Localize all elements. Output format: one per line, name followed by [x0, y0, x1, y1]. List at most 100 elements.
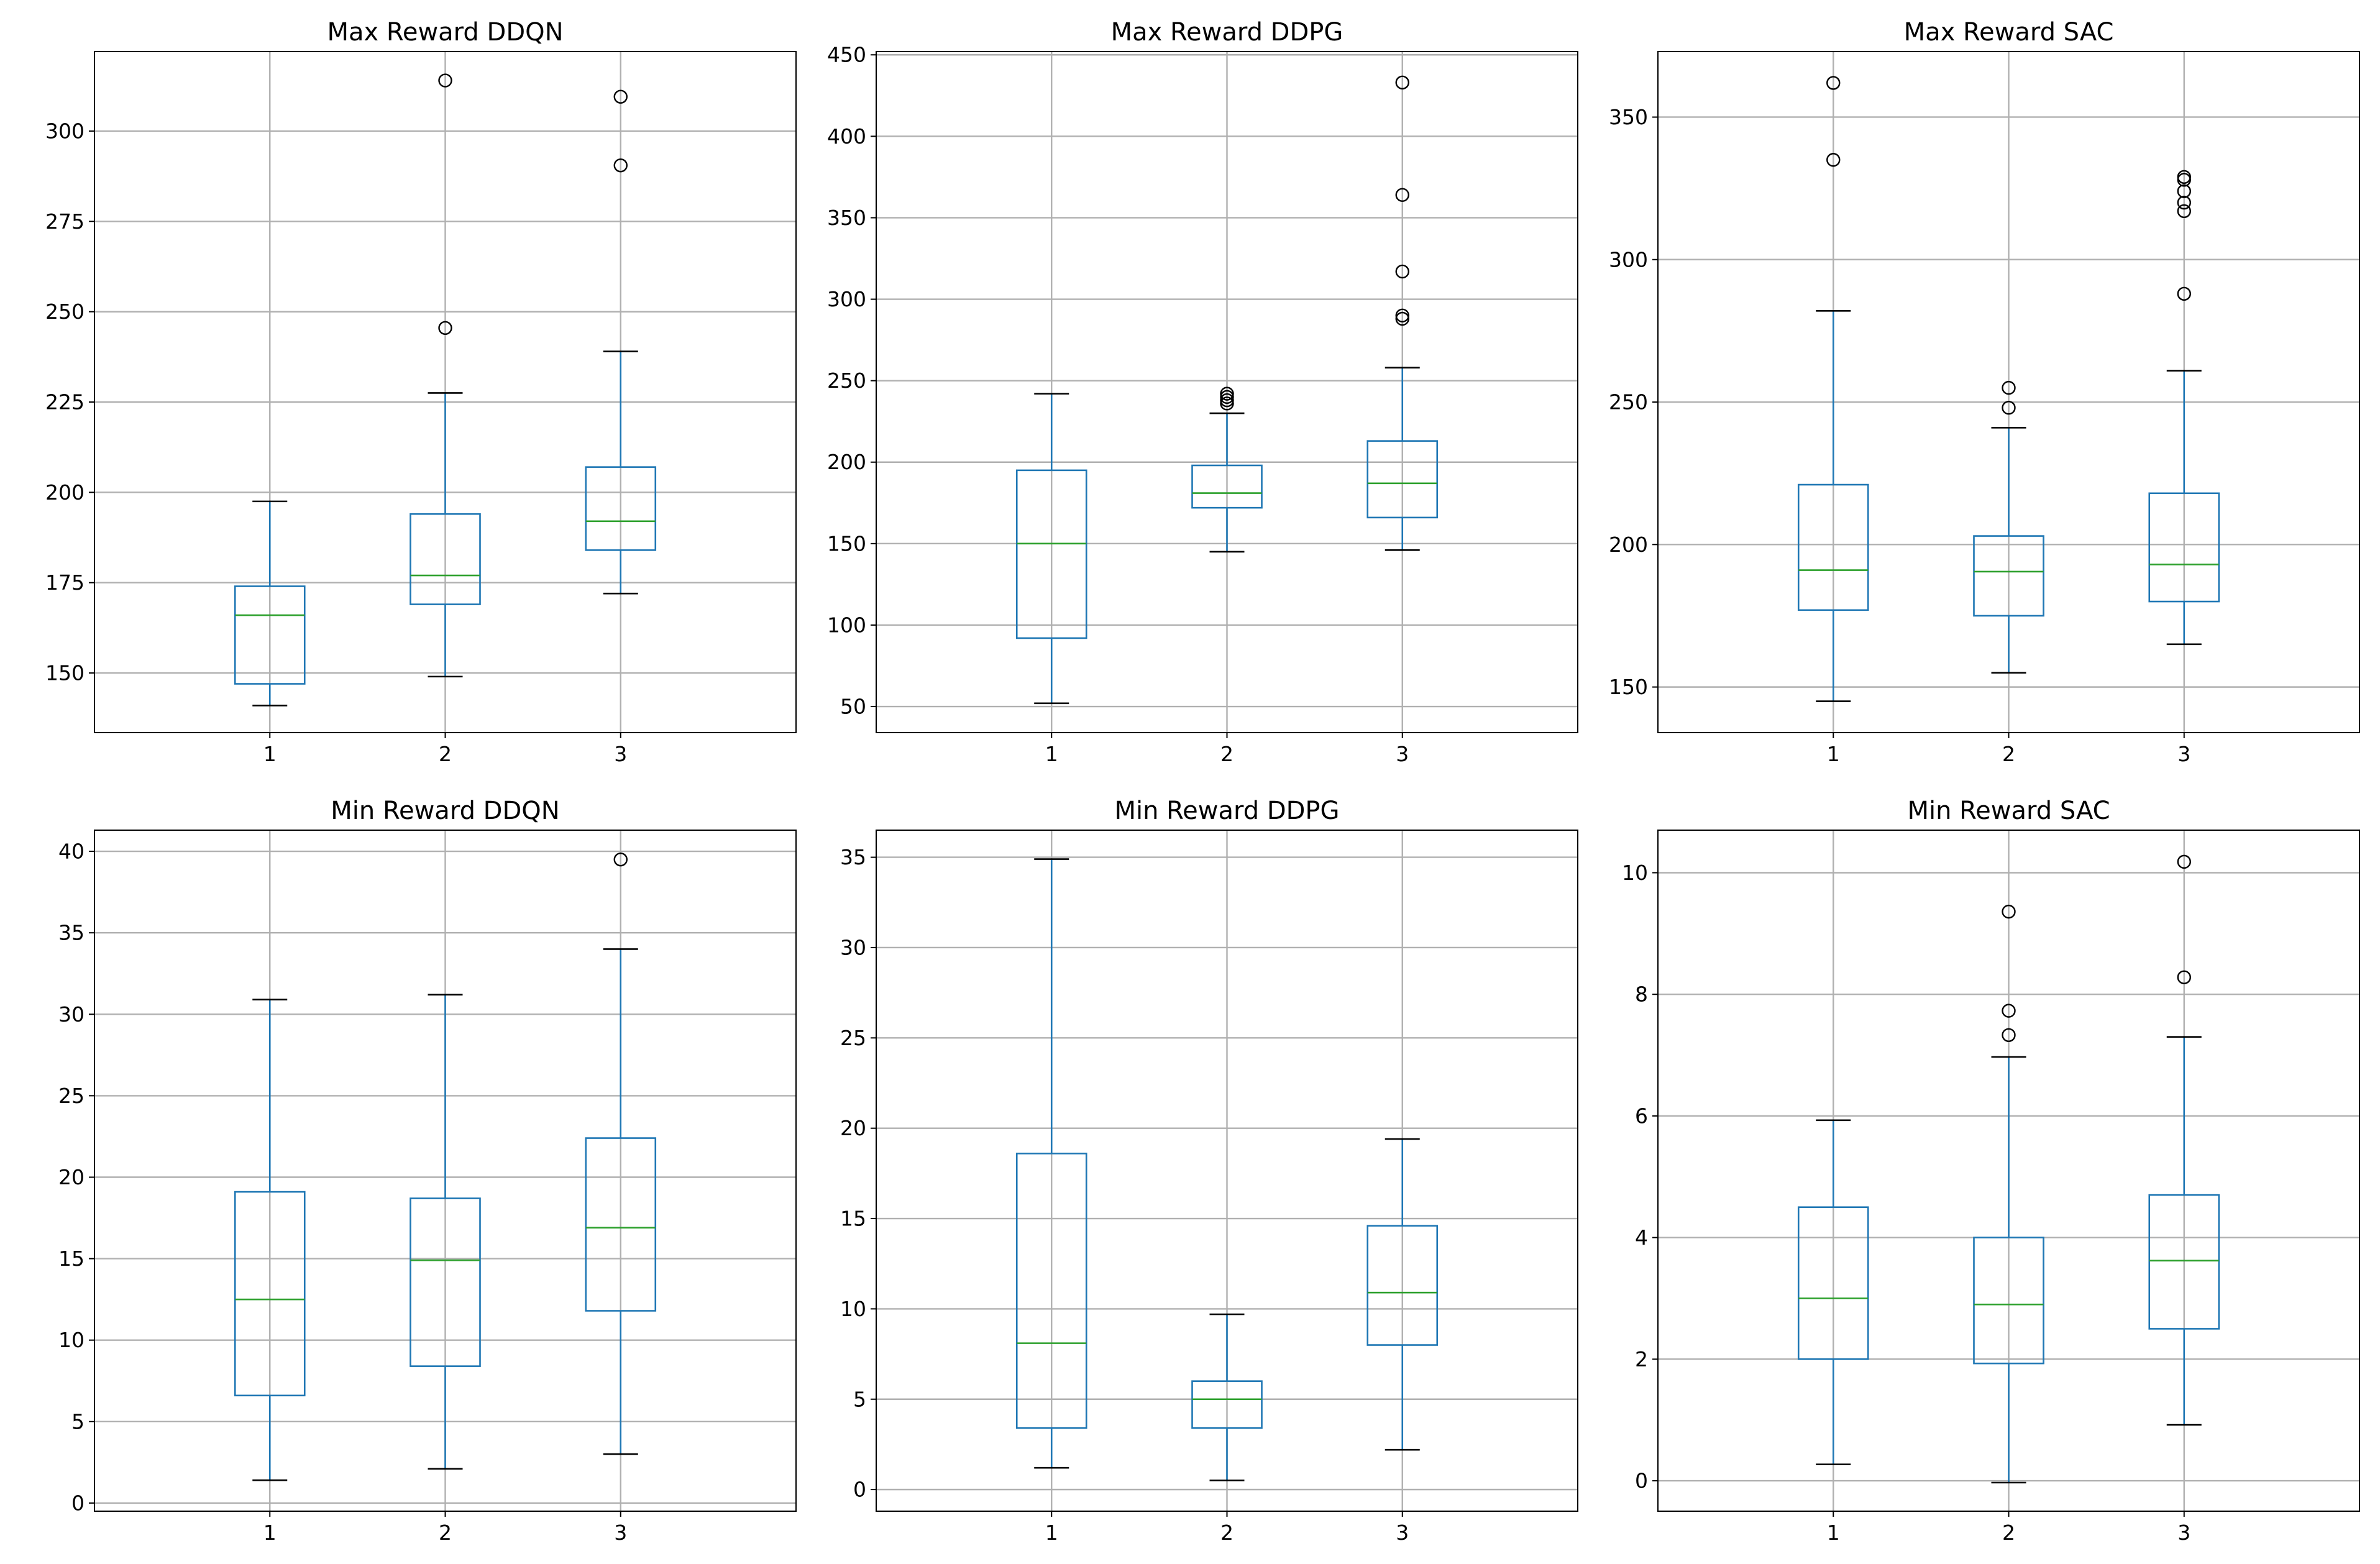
outlier-point	[1826, 153, 1841, 167]
iqr-box	[1366, 1225, 1439, 1346]
subplot-title: Min Reward DDPG	[1114, 797, 1339, 825]
box-3	[2148, 854, 2220, 1426]
iqr-box	[1973, 535, 2044, 617]
outlier-point	[2177, 204, 2191, 219]
subplot-4: 0 5 10 15 20 25 30 35 40 1 2 3 Min Reward DDQN	[58, 797, 797, 1545]
iqr-box	[1015, 1153, 1087, 1429]
iqr-box	[1797, 1206, 1869, 1360]
outlier-point	[613, 852, 628, 867]
subplot-title: Min Reward SAC	[1907, 797, 2110, 825]
box-1	[1015, 393, 1087, 705]
x-tick-label: 2	[1220, 742, 1233, 766]
y-tick-label: 250	[45, 300, 85, 324]
y-tick-label: 30	[58, 1002, 85, 1027]
y-tick-label: 5	[71, 1409, 85, 1434]
y-tick-label: 15	[840, 1207, 866, 1231]
outlier-point	[1220, 390, 1234, 405]
outlier-point	[2002, 904, 2016, 919]
iqr-box	[2148, 492, 2220, 603]
box-1	[234, 999, 306, 1481]
x-tick-label: 3	[2177, 742, 2190, 766]
outlier-point	[2177, 184, 2191, 198]
axes-frame	[876, 51, 1578, 733]
axes-frame	[94, 830, 797, 1512]
subplot-3: 150 200 250 300 350 1 2 3 Max Reward SAC	[1609, 18, 2360, 766]
box-2	[1973, 904, 2044, 1484]
outlier-point	[2177, 195, 2191, 210]
x-tick-label: 3	[614, 742, 627, 766]
y-tick-label: 0	[1635, 1469, 1648, 1493]
y-tick-label: 300	[827, 287, 866, 311]
y-tick-label: 6	[1635, 1104, 1648, 1128]
outlier-point	[2002, 1028, 2016, 1042]
outlier-point	[613, 89, 628, 104]
iqr-box	[585, 466, 657, 551]
iqr-box	[2148, 1194, 2220, 1330]
outlier-point	[1395, 75, 1409, 90]
y-tick-label: 0	[853, 1478, 866, 1502]
y-tick-label: 20	[840, 1116, 866, 1140]
outlier-point	[1220, 393, 1234, 408]
outlier-point	[438, 73, 452, 88]
y-tick-label: 200	[1609, 533, 1648, 557]
box-2	[1973, 380, 2044, 674]
iqr-box	[1973, 1237, 2044, 1365]
box-1	[1797, 76, 1869, 702]
y-tick-label: 350	[1609, 105, 1648, 129]
iqr-box	[1015, 469, 1087, 639]
y-tick-label: 8	[1635, 982, 1648, 1007]
outlier-point	[613, 158, 628, 173]
outlier-point	[2177, 286, 2191, 301]
x-tick-label: 3	[1396, 742, 1409, 766]
x-tick-label: 3	[614, 1521, 627, 1545]
outlier-point	[1395, 308, 1409, 322]
y-tick-label: 275	[45, 209, 85, 234]
outlier-point	[2002, 401, 2016, 415]
y-tick-label: 10	[1622, 861, 1648, 885]
box-3	[585, 852, 657, 1455]
outlier-point	[1395, 188, 1409, 202]
subplot-title: Max Reward DDPG	[1111, 18, 1343, 47]
y-tick-label: 200	[827, 450, 866, 474]
subplot-title: Min Reward DDQN	[331, 797, 559, 825]
axes-frame	[1657, 51, 2360, 733]
subplot-title: Max Reward DDQN	[327, 18, 563, 47]
x-tick-label: 3	[1396, 1521, 1409, 1545]
y-tick-label: 35	[840, 845, 866, 869]
outlier-point	[2177, 170, 2191, 184]
box-3	[2148, 170, 2220, 646]
y-tick-label: 10	[840, 1297, 866, 1321]
outlier-point	[1826, 76, 1841, 90]
y-tick-label: 4	[1635, 1225, 1648, 1250]
outlier-point	[1395, 311, 1409, 326]
box-2	[1191, 386, 1263, 553]
y-tick-label: 30	[840, 935, 866, 959]
y-tick-label: 175	[45, 570, 85, 595]
box-3	[1366, 1138, 1439, 1451]
x-tick-label: 1	[263, 1521, 277, 1545]
y-tick-label: 250	[1609, 390, 1648, 414]
outlier-point	[2002, 1004, 2016, 1018]
box-2	[1191, 1313, 1263, 1481]
subplot-title: Max Reward SAC	[1904, 18, 2114, 47]
y-tick-label: 150	[827, 531, 866, 556]
iqr-box	[1191, 1380, 1263, 1429]
x-tick-label: 1	[1045, 742, 1058, 766]
y-tick-label: 35	[58, 921, 85, 945]
box-2	[410, 994, 481, 1470]
iqr-box	[1797, 483, 1869, 611]
y-tick-label: 15	[58, 1246, 85, 1271]
y-tick-label: 100	[827, 613, 866, 637]
iqr-box	[1191, 464, 1263, 509]
outlier-point	[2002, 380, 2016, 395]
outlier-point	[438, 321, 452, 335]
outlier-point	[1220, 396, 1234, 411]
y-tick-label: 40	[58, 839, 85, 864]
box-3	[1366, 75, 1439, 551]
y-tick-label: 400	[827, 124, 866, 149]
y-tick-label: 150	[1609, 675, 1648, 699]
y-tick-label: 10	[58, 1328, 85, 1352]
x-tick-label: 2	[2002, 1521, 2015, 1545]
y-tick-label: 20	[58, 1165, 85, 1189]
x-tick-label: 1	[1827, 1521, 1840, 1545]
